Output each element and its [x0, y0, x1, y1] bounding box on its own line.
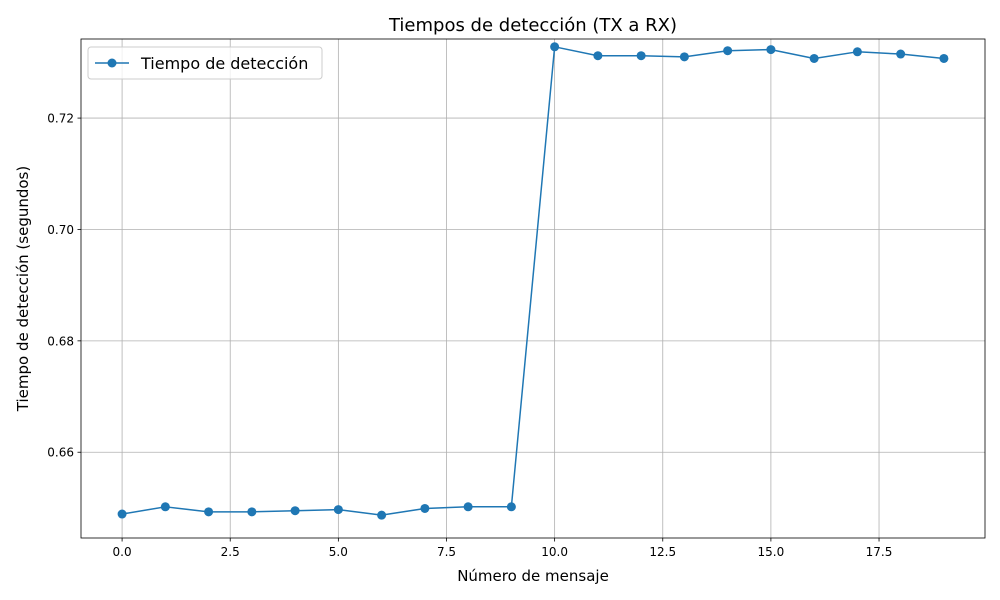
data-point [809, 53, 819, 63]
legend-entry-label: Tiempo de detección [140, 54, 308, 73]
x-axis-ticks: 0.0 2.5 5.0 7.5 10.0 12.5 15.0 17.5 [113, 538, 893, 559]
y-tick-label: 0.68 [47, 334, 74, 348]
legend-marker-swatch [107, 58, 117, 68]
y-axis-ticks: 0.66 0.68 0.70 0.72 [47, 112, 81, 460]
x-tick-label: 5.0 [329, 545, 348, 559]
legend: Tiempo de detección [87, 46, 323, 80]
y-tick-label: 0.66 [47, 446, 74, 460]
x-tick-label: 7.5 [437, 545, 456, 559]
plot-frame [80, 38, 986, 539]
y-tick-label: 0.70 [47, 223, 74, 237]
data-point [247, 507, 257, 517]
chart-title: Tiempos de detección (TX a RX) [388, 15, 677, 36]
grid [81, 39, 985, 538]
legend-box [87, 46, 323, 80]
data-point [723, 46, 733, 56]
data-point [420, 503, 430, 513]
y-axis-title: Tiempo de detección (segundos) [14, 166, 32, 412]
series-layer [117, 42, 949, 520]
data-point [506, 502, 516, 512]
x-tick-label: 12.5 [649, 545, 676, 559]
data-point [679, 52, 689, 62]
series-line [121, 46, 944, 516]
x-tick-label: 17.5 [866, 545, 893, 559]
data-point [377, 510, 387, 520]
data-point [463, 502, 473, 512]
data-point [550, 42, 560, 52]
x-tick-label: 10.0 [541, 545, 568, 559]
data-point [204, 507, 214, 517]
x-tick-label: 2.5 [221, 545, 240, 559]
x-tick-label: 15.0 [758, 545, 785, 559]
data-point [852, 47, 862, 57]
data-point [939, 53, 949, 63]
data-point [333, 505, 343, 515]
y-tick-label: 0.72 [47, 112, 74, 126]
data-point [290, 506, 300, 516]
data-point [896, 49, 906, 59]
x-tick-label: 0.0 [113, 545, 132, 559]
data-point [766, 45, 776, 55]
data-point [593, 51, 603, 61]
data-point [636, 51, 646, 61]
data-point [160, 502, 170, 512]
data-point [117, 509, 127, 519]
x-axis-title: Número de mensaje [457, 567, 609, 585]
